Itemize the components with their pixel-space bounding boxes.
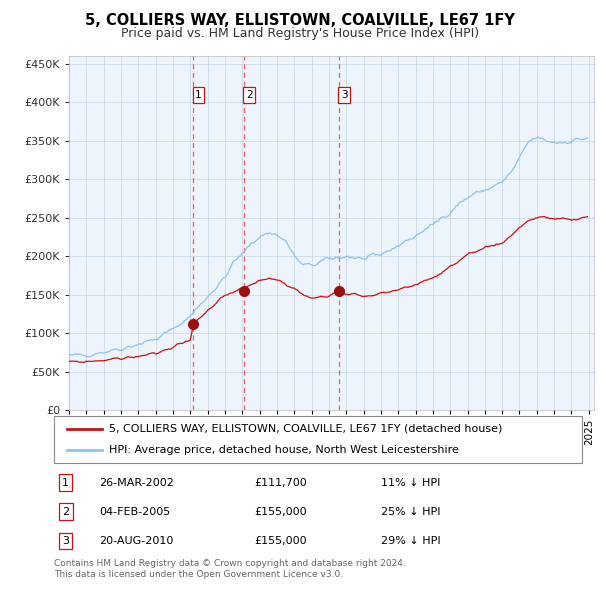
Text: 26-MAR-2002: 26-MAR-2002 [99,478,174,488]
Text: 20-AUG-2010: 20-AUG-2010 [99,536,173,546]
Text: 04-FEB-2005: 04-FEB-2005 [99,507,170,517]
Text: 1: 1 [195,90,202,100]
Text: 3: 3 [62,536,69,546]
Text: 2: 2 [62,507,69,517]
Text: 5, COLLIERS WAY, ELLISTOWN, COALVILLE, LE67 1FY: 5, COLLIERS WAY, ELLISTOWN, COALVILLE, L… [85,13,515,28]
Text: Price paid vs. HM Land Registry's House Price Index (HPI): Price paid vs. HM Land Registry's House … [121,27,479,40]
Text: Contains HM Land Registry data © Crown copyright and database right 2024.
This d: Contains HM Land Registry data © Crown c… [54,559,406,579]
Text: 25% ↓ HPI: 25% ↓ HPI [382,507,441,517]
Text: £155,000: £155,000 [254,507,307,517]
Text: £155,000: £155,000 [254,536,307,546]
Text: 5, COLLIERS WAY, ELLISTOWN, COALVILLE, LE67 1FY (detached house): 5, COLLIERS WAY, ELLISTOWN, COALVILLE, L… [109,424,503,434]
Text: 2: 2 [246,90,253,100]
Text: 3: 3 [341,90,348,100]
Text: 11% ↓ HPI: 11% ↓ HPI [382,478,441,488]
Text: HPI: Average price, detached house, North West Leicestershire: HPI: Average price, detached house, Nort… [109,445,460,455]
Text: 1: 1 [62,478,69,488]
Text: 29% ↓ HPI: 29% ↓ HPI [382,536,441,546]
Text: £111,700: £111,700 [254,478,307,488]
